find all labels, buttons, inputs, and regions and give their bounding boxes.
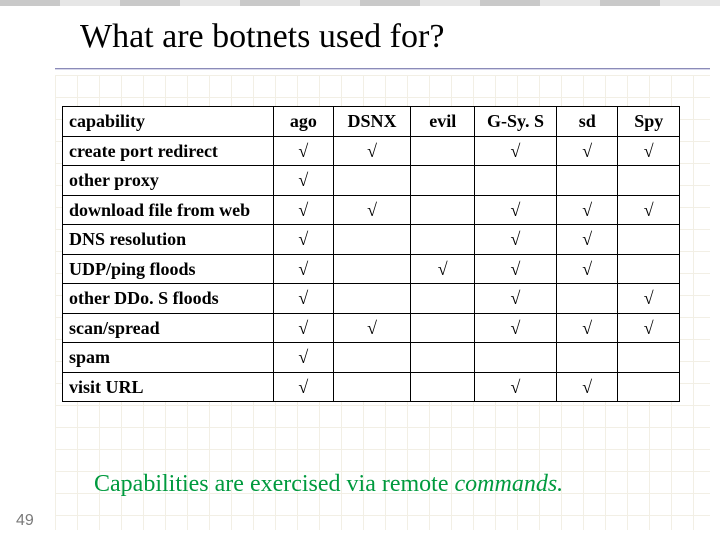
table-row: scan/spread√√√√√ [63,313,680,343]
check-cell [474,343,556,373]
check-cell: √ [274,372,333,402]
col-header: evil [411,107,475,137]
check-cell: √ [333,195,411,225]
check-cell: √ [556,195,617,225]
check-cell: √ [274,195,333,225]
table-body: create port redirect√√√√√other proxy√dow… [63,136,680,402]
check-cell: √ [474,284,556,314]
row-label: DNS resolution [63,225,274,255]
title-underline [55,68,710,70]
check-cell [411,195,475,225]
check-cell: √ [274,166,333,196]
check-cell: √ [274,254,333,284]
table-row: UDP/ping floods√√√√ [63,254,680,284]
row-label: other proxy [63,166,274,196]
row-label: download file from web [63,195,274,225]
check-cell: √ [333,136,411,166]
check-cell: √ [474,254,556,284]
check-cell: √ [618,136,680,166]
check-cell [618,372,680,402]
check-cell [618,225,680,255]
check-cell: √ [618,195,680,225]
check-cell [333,225,411,255]
check-cell [411,343,475,373]
check-cell: √ [474,313,556,343]
check-cell [411,166,475,196]
check-cell: √ [274,284,333,314]
check-cell: √ [618,313,680,343]
table-row: create port redirect√√√√√ [63,136,680,166]
col-header: sd [556,107,617,137]
row-label: UDP/ping floods [63,254,274,284]
check-cell: √ [274,343,333,373]
check-cell: √ [556,254,617,284]
check-cell [333,166,411,196]
table-row: DNS resolution√√√ [63,225,680,255]
check-cell: √ [474,372,556,402]
row-label: visit URL [63,372,274,402]
caption-italic: commands. [455,471,564,497]
check-cell [333,284,411,314]
check-cell: √ [556,372,617,402]
col-header: Spy [618,107,680,137]
table-row: spam√ [63,343,680,373]
check-cell: √ [333,313,411,343]
check-cell [556,284,617,314]
check-cell: √ [474,136,556,166]
table-row: visit URL√√√ [63,372,680,402]
check-cell [411,284,475,314]
check-cell: √ [274,136,333,166]
check-cell [411,313,475,343]
capability-table-wrap: capability ago DSNX evil G-Sy. S sd Spy … [62,106,680,402]
top-ruler [0,0,720,6]
check-cell: √ [618,284,680,314]
slide-title: What are botnets used for? [80,18,444,56]
check-cell [411,136,475,166]
check-cell: √ [274,225,333,255]
check-cell [618,166,680,196]
col-header: ago [274,107,333,137]
table-row: other proxy√ [63,166,680,196]
capability-table: capability ago DSNX evil G-Sy. S sd Spy … [62,106,680,402]
col-header: DSNX [333,107,411,137]
check-cell: √ [556,136,617,166]
check-cell [556,343,617,373]
row-label: spam [63,343,274,373]
table-header-row: capability ago DSNX evil G-Sy. S sd Spy [63,107,680,137]
check-cell: √ [474,225,556,255]
check-cell [618,254,680,284]
check-cell: √ [274,313,333,343]
table-row: download file from web√√√√√ [63,195,680,225]
caption-text: Capabilities are exercised via remote [94,471,455,497]
col-header: capability [63,107,274,137]
row-label: other DDo. S floods [63,284,274,314]
row-label: scan/spread [63,313,274,343]
check-cell [411,225,475,255]
table-row: other DDo. S floods√√√ [63,284,680,314]
check-cell [333,372,411,402]
check-cell: √ [411,254,475,284]
check-cell [333,343,411,373]
check-cell [618,343,680,373]
check-cell: √ [556,313,617,343]
caption: Capabilities are exercised via remote co… [94,471,563,498]
check-cell: √ [474,195,556,225]
slide-number: 49 [16,512,34,530]
row-label: create port redirect [63,136,274,166]
check-cell [474,166,556,196]
check-cell [556,166,617,196]
col-header: G-Sy. S [474,107,556,137]
check-cell [333,254,411,284]
check-cell: √ [556,225,617,255]
check-cell [411,372,475,402]
